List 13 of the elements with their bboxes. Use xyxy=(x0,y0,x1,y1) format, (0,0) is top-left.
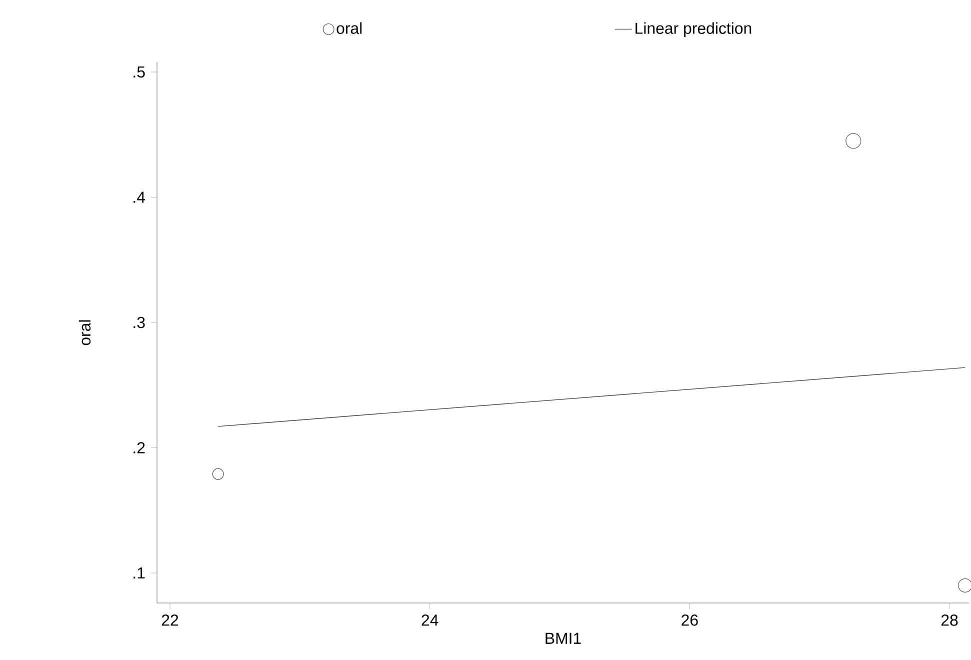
y-tick-label: .3 xyxy=(134,316,145,328)
x-tick-label: 24 xyxy=(422,614,438,626)
x-axis-title: BMI1 xyxy=(546,632,581,644)
y-tick-label: .4 xyxy=(134,192,146,203)
x-tick-label: 26 xyxy=(682,614,698,626)
x-tick-label: 28 xyxy=(941,614,958,626)
y-axis-title: oral xyxy=(78,320,91,346)
y-tick-label: .1 xyxy=(134,567,145,578)
legend-label: Linear prediction xyxy=(636,22,752,38)
legend-label: oral xyxy=(336,22,362,34)
x-tick-label: 22 xyxy=(162,614,178,626)
y-tick-label: .2 xyxy=(134,442,145,454)
y-tick-label: .5 xyxy=(134,66,145,78)
